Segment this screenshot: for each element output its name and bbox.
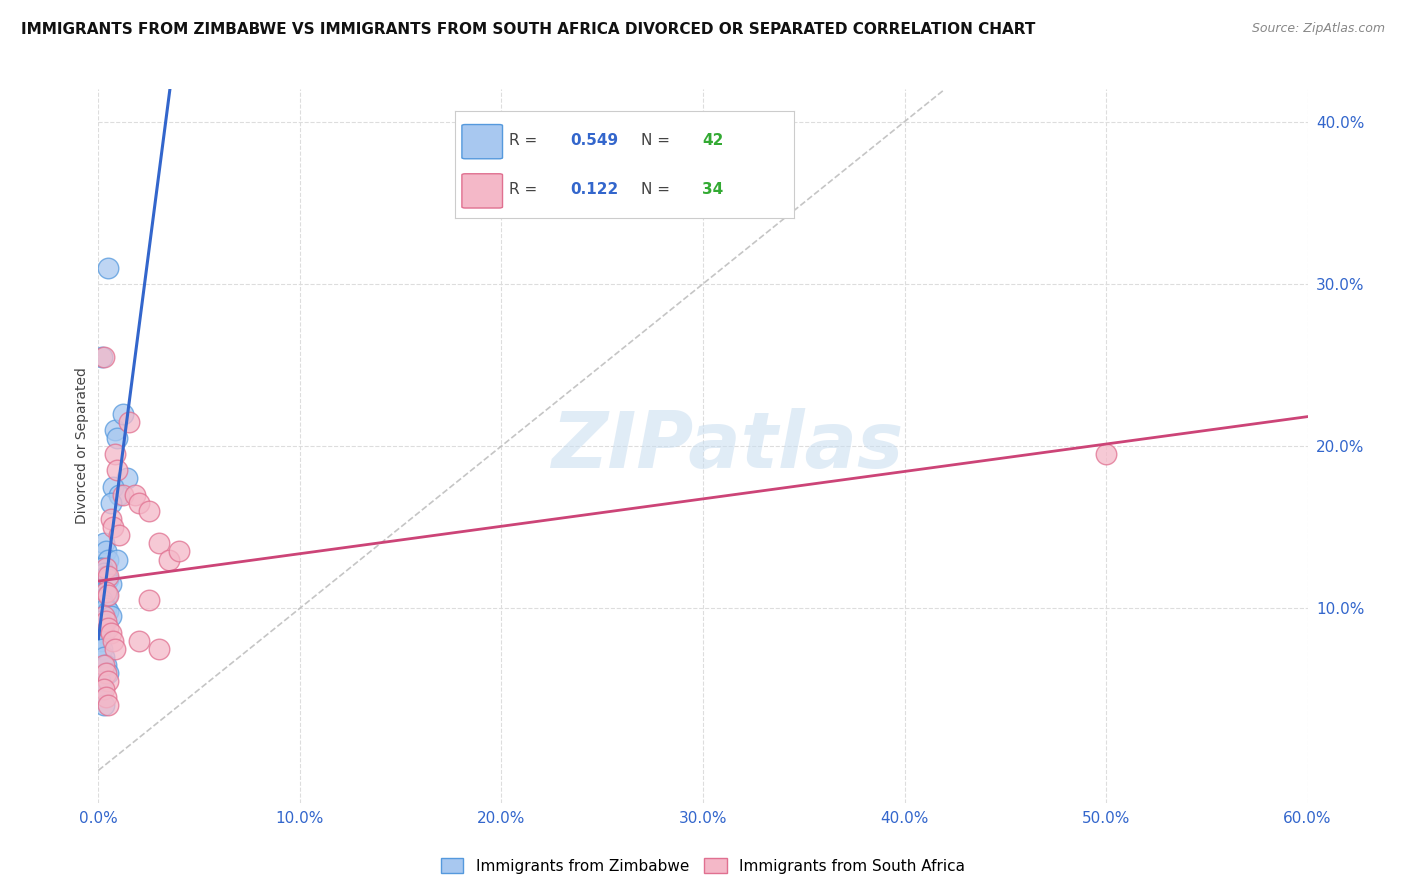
Point xyxy=(93,585,115,599)
Point xyxy=(96,560,118,574)
Point xyxy=(96,657,118,672)
Point xyxy=(107,528,129,542)
Point xyxy=(100,577,122,591)
Point xyxy=(93,625,115,640)
Point xyxy=(100,609,122,624)
Point xyxy=(103,447,125,461)
Point xyxy=(96,601,118,615)
Point xyxy=(96,690,118,705)
Point xyxy=(105,431,128,445)
Point xyxy=(93,566,115,580)
Point xyxy=(93,598,115,612)
Point xyxy=(101,520,124,534)
Point xyxy=(93,617,115,632)
Point xyxy=(93,350,115,364)
Point xyxy=(157,552,180,566)
Point xyxy=(97,572,120,586)
Point xyxy=(91,350,114,364)
Point xyxy=(96,614,118,628)
Point xyxy=(97,552,120,566)
Point xyxy=(91,682,114,697)
Point xyxy=(93,609,115,624)
Point xyxy=(89,631,111,645)
Point xyxy=(91,641,114,656)
Point xyxy=(1095,447,1118,461)
Point xyxy=(97,260,120,275)
Point xyxy=(148,641,170,656)
Point xyxy=(97,568,120,582)
Point xyxy=(96,544,118,558)
Point xyxy=(111,407,134,421)
Point xyxy=(96,585,118,599)
Point xyxy=(97,588,120,602)
Text: Source: ZipAtlas.com: Source: ZipAtlas.com xyxy=(1251,22,1385,36)
Point xyxy=(124,488,146,502)
Point xyxy=(91,593,114,607)
Point xyxy=(97,674,120,689)
Point xyxy=(97,604,120,618)
Point xyxy=(94,585,117,599)
Point xyxy=(93,536,115,550)
Point xyxy=(90,614,112,628)
Point xyxy=(103,423,125,437)
Point xyxy=(90,633,112,648)
Point xyxy=(100,512,122,526)
Point xyxy=(96,588,118,602)
Point xyxy=(91,560,114,574)
Point xyxy=(167,544,190,558)
Point xyxy=(100,496,122,510)
Point xyxy=(97,666,120,681)
Text: ZIPatlas: ZIPatlas xyxy=(551,408,903,484)
Point xyxy=(97,621,120,635)
Point xyxy=(111,488,134,502)
Y-axis label: Divorced or Separated: Divorced or Separated xyxy=(76,368,90,524)
Point xyxy=(128,633,150,648)
Point xyxy=(148,536,170,550)
Point xyxy=(93,682,115,697)
Point xyxy=(101,479,124,493)
Point xyxy=(138,504,160,518)
Point xyxy=(115,471,138,485)
Point xyxy=(89,674,111,689)
Point xyxy=(91,621,114,635)
Text: IMMIGRANTS FROM ZIMBABWE VS IMMIGRANTS FROM SOUTH AFRICA DIVORCED OR SEPARATED C: IMMIGRANTS FROM ZIMBABWE VS IMMIGRANTS F… xyxy=(21,22,1035,37)
Point xyxy=(100,625,122,640)
Point xyxy=(107,488,129,502)
Point xyxy=(89,593,111,607)
Point xyxy=(90,582,112,596)
Point xyxy=(128,496,150,510)
Point xyxy=(101,633,124,648)
Point xyxy=(103,641,125,656)
Point xyxy=(97,698,120,713)
Legend: Immigrants from Zimbabwe, Immigrants from South Africa: Immigrants from Zimbabwe, Immigrants fro… xyxy=(434,852,972,880)
Point xyxy=(138,593,160,607)
Point xyxy=(96,666,118,681)
Point xyxy=(93,698,115,713)
Point xyxy=(96,568,118,582)
Point xyxy=(93,657,115,672)
Point xyxy=(89,560,111,574)
Point xyxy=(118,415,141,429)
Point xyxy=(105,463,128,477)
Point xyxy=(105,552,128,566)
Point xyxy=(93,649,115,664)
